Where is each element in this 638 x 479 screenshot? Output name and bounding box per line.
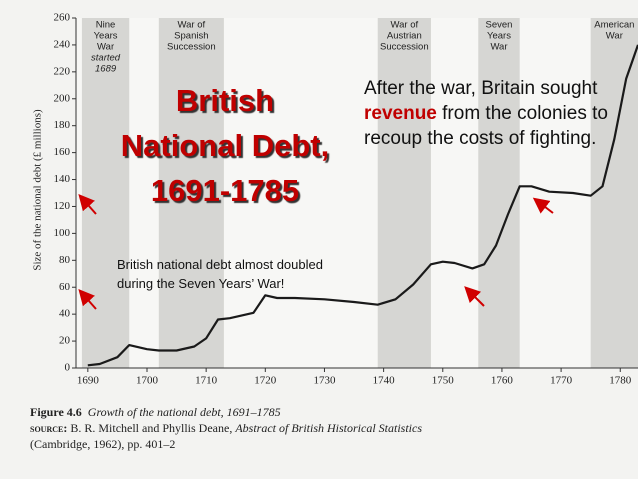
title-line: National Debt,	[120, 128, 330, 163]
x-tick-label: 1750	[432, 375, 455, 387]
x-tick-label: 1690	[77, 375, 100, 387]
source-rest: (Cambridge, 1962), pp. 401–2	[30, 437, 176, 451]
x-tick-label: 1730	[313, 375, 336, 387]
y-tick-label: 180	[54, 119, 71, 131]
war-label: American	[594, 20, 634, 31]
war-label: War of	[391, 20, 419, 31]
x-tick-label: 1700	[136, 375, 159, 387]
war-label: War of	[178, 20, 206, 31]
debt-line	[87, 44, 638, 367]
war-band	[81, 18, 130, 368]
war-label: Seven	[486, 20, 513, 31]
y-tick-label: 20	[59, 335, 71, 347]
war-band	[158, 18, 224, 368]
figure-title: Growth of the national debt, 1691–1785	[87, 405, 281, 419]
y-tick-label: 260	[54, 12, 71, 24]
caption: Figure 4.6 Growth of the national debt, …	[30, 404, 630, 452]
callout-highlight: revenue	[364, 103, 437, 124]
war-note: started	[91, 53, 121, 64]
callout-text: from the colonies to recoup the costs of…	[364, 103, 608, 149]
war-label: War	[606, 31, 623, 42]
y-tick-label: 60	[59, 281, 71, 293]
y-tick-label: 220	[54, 65, 71, 77]
y-tick-label: 160	[54, 146, 71, 158]
x-tick-label: 1770	[550, 375, 573, 387]
callout-text: After the war, Britain sought	[364, 78, 598, 99]
x-tick-label: 1710	[195, 375, 218, 387]
note: British national debt almost doubled dur…	[117, 257, 323, 291]
war-label: Years	[94, 31, 118, 42]
source-book: Abstract of British Historical Statistic…	[235, 421, 423, 435]
war-band	[590, 18, 638, 368]
war-band	[478, 18, 520, 368]
title-line: 1691-1785	[150, 173, 300, 208]
y-tick-label: 100	[54, 227, 71, 239]
war-label: War	[97, 42, 114, 53]
y-tick-label: 200	[54, 92, 71, 104]
war-label: Succession	[167, 42, 216, 53]
y-tick-label: 0	[65, 362, 71, 374]
y-tick-label: 120	[54, 200, 71, 212]
y-axis-label: Size of the national debt (£ millions)	[32, 109, 44, 271]
slide-title: British National Debt, 1691-1785	[80, 78, 370, 213]
y-tick-label: 240	[54, 38, 71, 50]
title-line: British	[175, 83, 275, 118]
y-tick-label: 140	[54, 173, 71, 185]
x-tick-label: 1780	[609, 375, 632, 387]
source-label: source:	[30, 421, 68, 435]
war-label: Years	[487, 31, 511, 42]
war-label: Spanish	[174, 31, 208, 42]
war-note: 1689	[95, 64, 117, 75]
figure-number: Figure 4.6	[30, 405, 82, 419]
x-tick-label: 1720	[254, 375, 277, 387]
war-label: Succession	[380, 42, 429, 53]
war-label: Nine	[96, 20, 116, 31]
source-authors: B. R. Mitchell and Phyllis Deane,	[70, 421, 233, 435]
y-tick-label: 80	[59, 254, 71, 266]
x-tick-label: 1740	[373, 375, 396, 387]
war-label: Austrian	[387, 31, 422, 42]
war-label: War	[490, 42, 507, 53]
x-tick-label: 1760	[491, 375, 514, 387]
callout: After the war, Britain sought revenue fr…	[364, 76, 612, 151]
y-tick-label: 40	[59, 308, 71, 320]
war-band	[377, 18, 431, 368]
